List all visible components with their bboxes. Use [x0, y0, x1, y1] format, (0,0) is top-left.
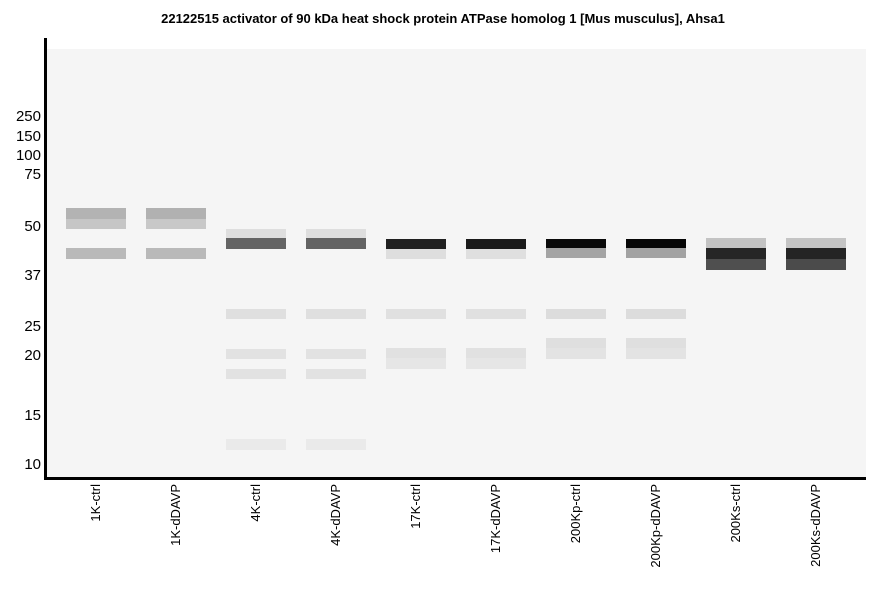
gel-band: [306, 349, 366, 359]
gel-band: [306, 238, 366, 249]
gel-band: [626, 309, 686, 319]
lane-label-200Kp-dDAVP: 200Kp-dDAVP: [648, 484, 663, 568]
gel-band: [466, 249, 526, 259]
lane-label-4K-ctrl: 4K-ctrl: [248, 484, 263, 522]
gel-band: [66, 208, 126, 219]
gel-band: [546, 348, 606, 359]
gel-band: [626, 248, 686, 258]
mw-marker-25: 25: [24, 318, 41, 335]
figure-title: 22122515 activator of 90 kDa heat shock …: [161, 11, 725, 26]
mw-marker-10: 10: [24, 456, 41, 473]
gel-band: [386, 239, 446, 249]
mw-marker-20: 20: [24, 347, 41, 364]
gel-band: [786, 248, 846, 259]
gel-band: [546, 248, 606, 258]
mw-marker-37: 37: [24, 267, 41, 284]
gel-band: [466, 358, 526, 369]
gel-band: [546, 239, 606, 248]
y-axis-line: [44, 38, 47, 480]
lane-label-200Ks-dDAVP: 200Ks-dDAVP: [808, 484, 823, 567]
gel-band: [306, 309, 366, 319]
gel-band: [146, 248, 206, 259]
gel-band: [466, 239, 526, 249]
gel-band: [66, 248, 126, 259]
gel-band: [626, 239, 686, 248]
gel-band: [706, 259, 766, 270]
gel-band: [226, 229, 286, 238]
mw-marker-50: 50: [24, 218, 41, 235]
gel-band: [386, 309, 446, 319]
gel-band: [466, 348, 526, 358]
gel-band: [306, 229, 366, 238]
gel-band: [706, 238, 766, 248]
gel-band: [306, 439, 366, 450]
gel-band: [226, 349, 286, 359]
gel-band: [386, 358, 446, 369]
gel-band: [146, 219, 206, 229]
gel-band: [226, 439, 286, 450]
gel-band: [786, 259, 846, 270]
gel-band: [146, 208, 206, 219]
gel-band: [786, 238, 846, 248]
gel-band: [226, 369, 286, 379]
gel-band: [226, 238, 286, 249]
gel-band: [626, 338, 686, 348]
mw-marker-15: 15: [24, 407, 41, 424]
mw-marker-250: 250: [15, 108, 41, 125]
mw-marker-150: 150: [15, 128, 41, 145]
gel-band: [546, 338, 606, 348]
mw-marker-75: 75: [24, 166, 41, 183]
gel-band: [546, 309, 606, 319]
lane-label-1K-dDAVP: 1K-dDAVP: [168, 484, 183, 546]
gel-band: [226, 309, 286, 319]
gel-band: [706, 248, 766, 259]
x-axis-line: [44, 477, 866, 480]
gel-band: [386, 348, 446, 358]
lane-label-1K-ctrl: 1K-ctrl: [88, 484, 103, 522]
lane-label-17K-ctrl: 17K-ctrl: [408, 484, 423, 529]
gel-band: [386, 249, 446, 259]
mw-marker-100: 100: [15, 147, 41, 164]
lane-label-200Kp-ctrl: 200Kp-ctrl: [568, 484, 583, 544]
gel-band: [626, 348, 686, 359]
lane-label-17K-dDAVP: 17K-dDAVP: [488, 484, 503, 554]
gel-band: [466, 309, 526, 319]
gel-band: [66, 219, 126, 229]
lane-label-200Ks-ctrl: 200Ks-ctrl: [728, 484, 743, 543]
gel-band: [306, 369, 366, 379]
lane-label-4K-dDAVP: 4K-dDAVP: [328, 484, 343, 546]
